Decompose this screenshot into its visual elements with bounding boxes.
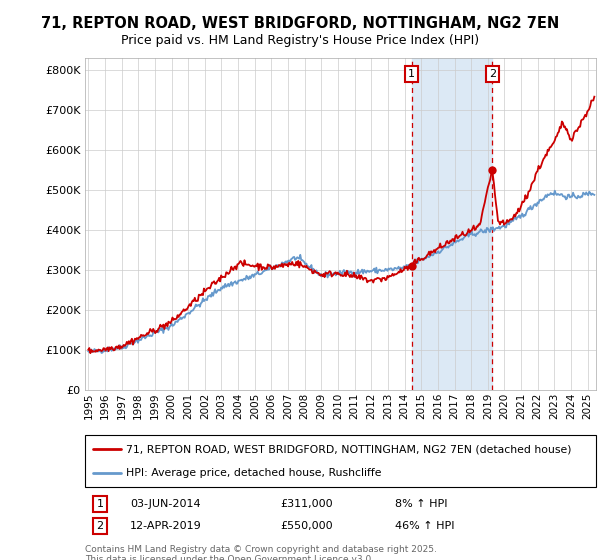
Text: 1: 1 <box>408 69 415 79</box>
Text: £311,000: £311,000 <box>280 499 332 509</box>
Text: 03-JUN-2014: 03-JUN-2014 <box>130 499 200 509</box>
Text: Price paid vs. HM Land Registry's House Price Index (HPI): Price paid vs. HM Land Registry's House … <box>121 34 479 47</box>
Bar <box>412 58 493 390</box>
Text: 46% ↑ HPI: 46% ↑ HPI <box>395 521 455 531</box>
Text: 8% ↑ HPI: 8% ↑ HPI <box>395 499 448 509</box>
Text: £550,000: £550,000 <box>280 521 332 531</box>
Text: 1: 1 <box>97 499 104 509</box>
Text: 12-APR-2019: 12-APR-2019 <box>130 521 202 531</box>
Text: Contains HM Land Registry data © Crown copyright and database right 2025.
This d: Contains HM Land Registry data © Crown c… <box>85 545 437 560</box>
Text: 71, REPTON ROAD, WEST BRIDGFORD, NOTTINGHAM, NG2 7EN (detached house): 71, REPTON ROAD, WEST BRIDGFORD, NOTTING… <box>126 444 571 454</box>
Text: 2: 2 <box>489 69 496 79</box>
Text: HPI: Average price, detached house, Rushcliffe: HPI: Average price, detached house, Rush… <box>126 468 382 478</box>
Text: 2: 2 <box>97 521 104 531</box>
Text: 71, REPTON ROAD, WEST BRIDGFORD, NOTTINGHAM, NG2 7EN: 71, REPTON ROAD, WEST BRIDGFORD, NOTTING… <box>41 16 559 31</box>
